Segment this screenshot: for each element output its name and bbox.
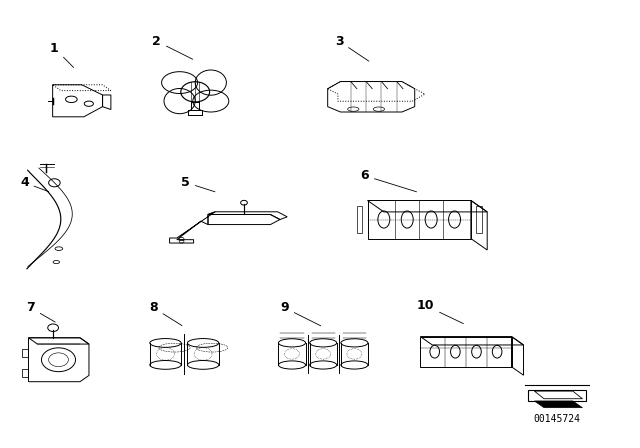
Text: 5: 5 bbox=[181, 176, 215, 192]
Text: 1: 1 bbox=[50, 42, 74, 68]
Text: 00145724: 00145724 bbox=[533, 414, 580, 424]
Text: 7: 7 bbox=[26, 302, 55, 322]
Text: 3: 3 bbox=[335, 35, 369, 61]
Text: 4: 4 bbox=[20, 176, 49, 192]
Text: 10: 10 bbox=[417, 299, 463, 323]
Text: 9: 9 bbox=[280, 302, 321, 326]
Text: 2: 2 bbox=[152, 35, 193, 59]
Polygon shape bbox=[534, 401, 582, 408]
Text: 8: 8 bbox=[149, 302, 182, 326]
Text: 6: 6 bbox=[360, 169, 417, 192]
